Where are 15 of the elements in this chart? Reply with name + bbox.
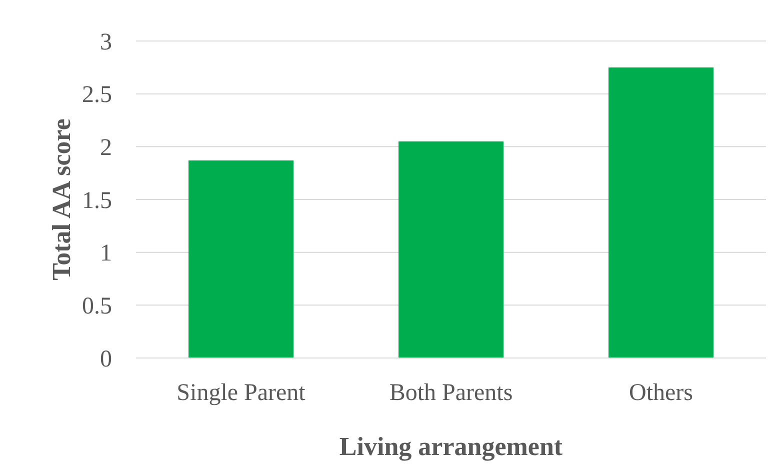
bar (398, 141, 504, 358)
y-tick-label: 1 (100, 240, 112, 267)
y-tick-label: 2 (100, 135, 112, 162)
bar (608, 67, 714, 358)
y-tick-label: 0 (100, 346, 112, 372)
y-tick-label: 2.5 (82, 82, 112, 108)
y-axis-title: Total AA score (47, 118, 76, 280)
x-tick-label: Single Parent (176, 380, 306, 406)
x-tick-label: Both Parents (389, 380, 513, 406)
x-tick-label: Others (629, 380, 693, 406)
x-axis-title: Living arrangement (339, 432, 563, 461)
y-tick-label: 1.5 (82, 188, 112, 214)
y-tick-label: 0.5 (82, 294, 112, 320)
y-tick-label: 3 (100, 29, 112, 56)
bar (188, 160, 294, 358)
